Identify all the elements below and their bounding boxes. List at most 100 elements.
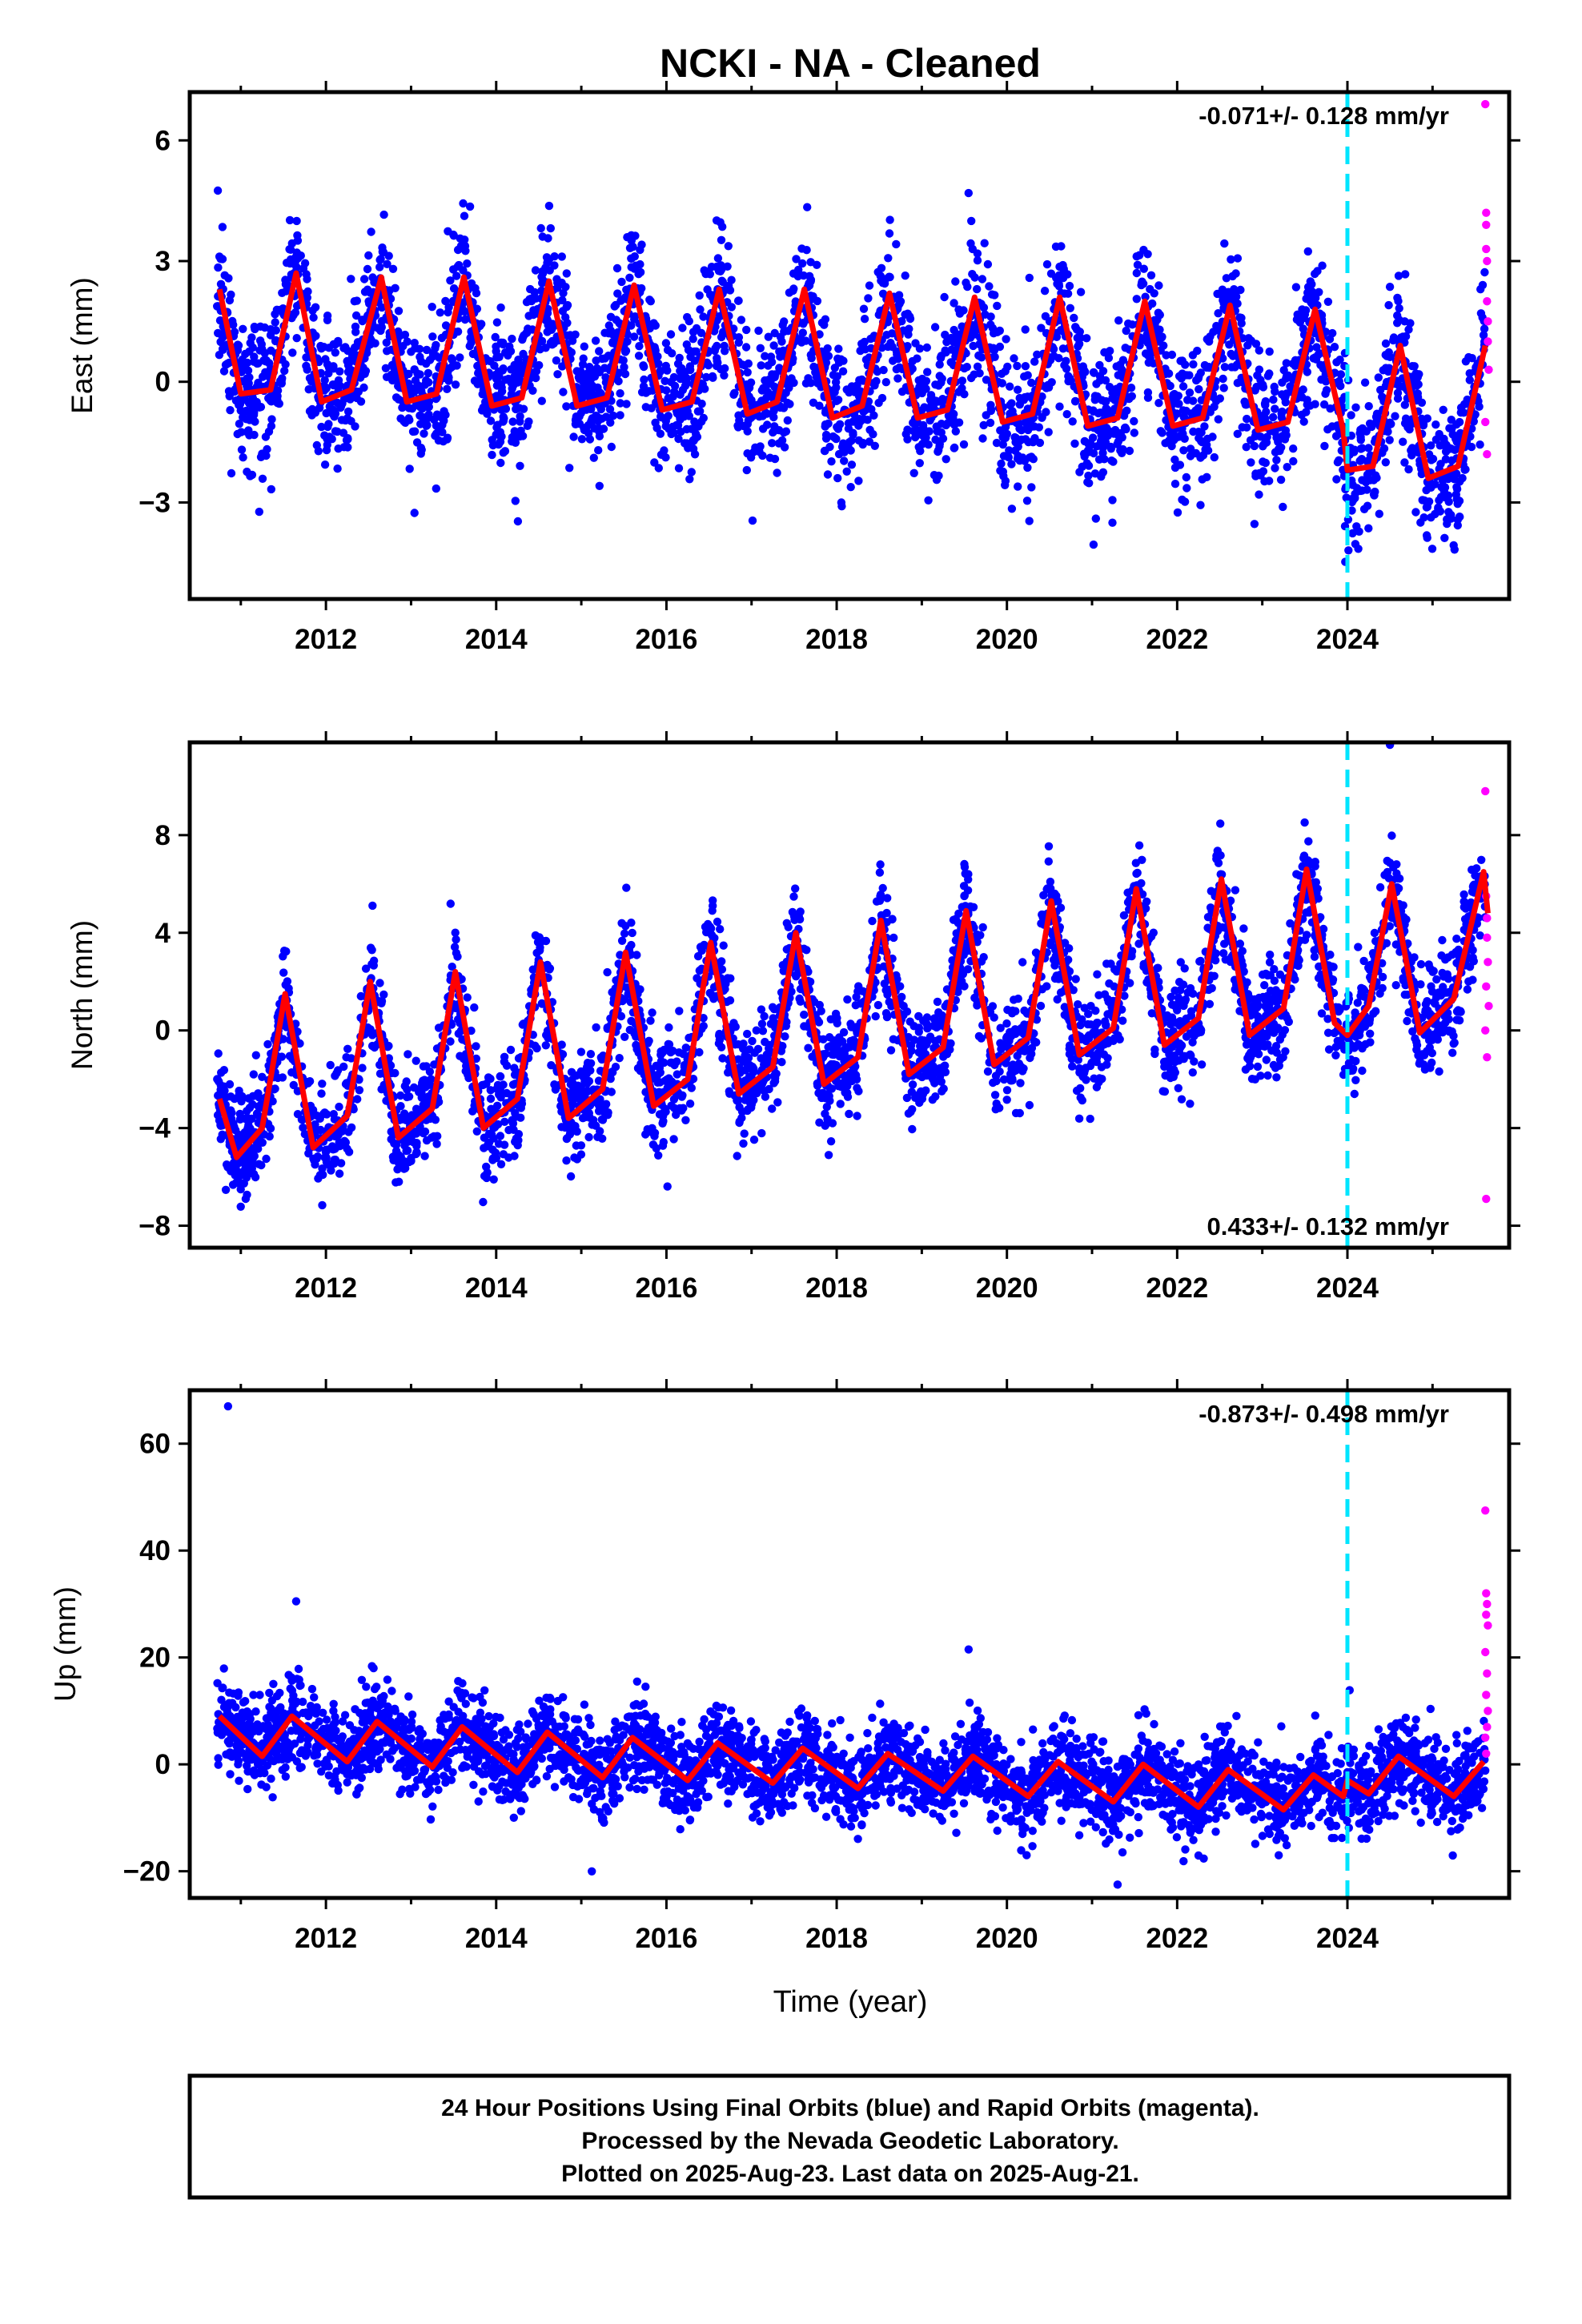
east-final-point [449,265,458,274]
east-final-point [244,426,253,435]
x-tick-label: 2024 [1316,624,1379,655]
east-final-point [669,372,679,382]
east-final-point [616,399,624,408]
east-final-point [219,345,227,354]
east-final-point [499,416,508,425]
east-final-point [766,352,776,361]
east-final-point [608,330,617,339]
east-final-point [267,415,276,424]
east-final-point [1480,324,1489,333]
east-final-point [689,335,697,344]
east-final-point [837,502,846,511]
east-final-point [394,307,404,316]
east-final-point [1203,335,1212,344]
east-final-point [661,339,671,348]
east-final-point [351,322,360,332]
east-final-point [959,440,969,449]
east-final-point [358,316,367,326]
east-final-point [711,344,720,353]
east-final-point [443,384,452,393]
east-final-point [1302,408,1311,416]
east-final-point [1143,351,1153,360]
east-final-point [1440,533,1449,542]
east-final-point [1013,385,1022,394]
east-final-point [885,215,894,224]
east-final-point [1195,384,1203,394]
east-final-point [375,255,384,264]
east-final-point [441,296,450,306]
north-final-point [617,919,626,928]
east-final-point [1384,300,1393,310]
east-final-point [865,437,874,446]
north-final-point [1002,1096,1011,1104]
north-final-point [873,1000,883,1010]
east-final-point [351,343,359,352]
east-final-point [704,361,713,370]
east-final-point [774,426,784,435]
east-final-point [916,447,925,456]
east-final-point [1289,456,1298,466]
east-final-point [742,465,751,475]
east-final-point [861,345,870,354]
east-final-point [1449,541,1458,550]
east-final-point [1352,484,1362,493]
east-final-point [614,376,623,386]
y-tick-label: 0 [155,367,171,398]
east-final-point [734,411,743,420]
north-final-point [1460,890,1468,899]
east-final-point [989,344,998,352]
east-final-point [1219,299,1228,308]
east-final-point [1259,457,1267,466]
east-final-point [312,440,321,450]
x-tick-label: 2018 [805,624,868,655]
east-final-point [375,263,384,271]
east-final-point [1094,455,1104,464]
east-final-point [946,358,955,367]
east-final-point [221,360,231,369]
east-final-point [815,401,824,410]
east-final-point [964,188,974,198]
east-final-point [758,451,767,460]
east-final-point [1358,476,1367,485]
east-final-point [381,364,391,372]
east-final-point [998,440,1008,449]
east-final-point [1320,441,1329,451]
north-final-point [1231,886,1240,895]
east-final-point [893,374,902,383]
east-final-point [687,424,696,433]
x-tick-label: 2012 [295,624,357,655]
east-final-point [1051,242,1061,251]
east-final-point [1456,513,1464,521]
east-final-point [1322,386,1331,395]
north-final-point [1435,1067,1443,1076]
east-final-point [1364,524,1373,533]
east-final-point [923,368,932,376]
east-final-point [797,338,806,347]
east-final-point [721,347,729,356]
east-final-point [903,309,913,318]
east-final-point [1256,376,1265,384]
north-final-point [335,1169,344,1178]
east-final-point [930,323,940,332]
east-final-point [1208,432,1217,441]
east-final-point [400,330,410,340]
east-final-point [1404,464,1413,474]
east-final-point [950,325,958,335]
east-final-point [817,318,827,328]
east-final-point [347,275,355,283]
east-final-point [408,384,416,393]
east-final-point [220,271,229,279]
east-final-point [595,481,604,490]
east-final-point [1393,311,1402,320]
east-final-point [1369,490,1379,499]
east-final-point [571,330,580,339]
east-final-point [248,343,257,352]
north-final-point [396,1091,405,1100]
east-final-point [999,452,1009,460]
east-final-point [689,328,698,336]
east-final-point [833,396,843,404]
east-final-point [606,312,616,321]
east-final-point [351,422,359,431]
east-final-point [1480,267,1489,277]
east-final-point [1196,501,1205,509]
